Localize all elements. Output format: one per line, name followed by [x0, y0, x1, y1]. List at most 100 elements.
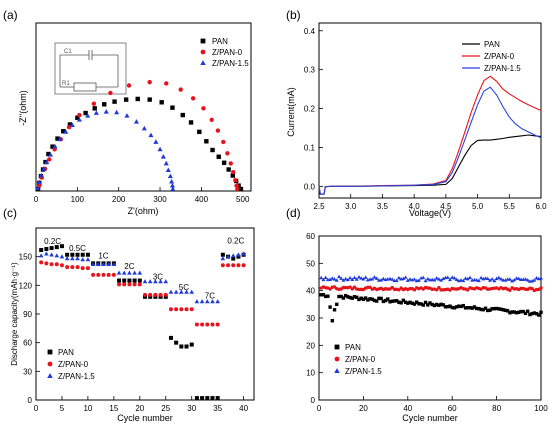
point-a-1-8	[91, 101, 97, 106]
point-c-0-33	[210, 396, 215, 401]
point-d-2-14	[348, 275, 353, 280]
point-c-1-32	[205, 322, 210, 327]
point-c-0-27	[179, 344, 184, 349]
point-d-0-21	[363, 296, 368, 300]
point-d-2-10	[339, 276, 344, 280]
point-c-1-16	[122, 282, 127, 287]
point-d-2-45	[416, 278, 421, 282]
point-d-2-16	[352, 275, 357, 280]
point-d-0-55	[439, 302, 443, 307]
y-tick-label-b-2: 0.2	[304, 105, 316, 114]
x-tick-label-d-1: 20	[359, 404, 368, 413]
point-c-1-21	[148, 292, 153, 297]
x-tick-label-a-1: 100	[71, 195, 85, 204]
point-a-1-12	[164, 81, 169, 86]
point-d-0-71	[474, 306, 479, 311]
point-a-1-9	[108, 90, 113, 96]
rate-label-6: 7C	[205, 292, 215, 301]
point-d-0-85	[506, 309, 510, 313]
point-c-1-33	[210, 322, 215, 327]
point-d-0-91	[519, 309, 523, 314]
point-d-1-67	[466, 288, 470, 292]
point-d-2-24	[370, 276, 375, 281]
point-a-2-23	[165, 167, 171, 173]
point-c-1-37	[231, 263, 236, 268]
point-d-0-19	[359, 296, 363, 300]
point-c-2-4	[59, 254, 65, 259]
legend-marker-d-2	[334, 368, 340, 374]
point-c-1-0	[39, 260, 44, 265]
point-d-0-22	[366, 298, 370, 302]
point-d-2-65	[461, 278, 466, 283]
point-c-2-26	[173, 289, 179, 294]
point-c-1-10	[91, 272, 96, 277]
point-d-0-45	[417, 302, 421, 306]
point-c-2-33	[210, 299, 215, 304]
point-a-0-26	[221, 160, 227, 165]
point-c-1-5	[65, 265, 70, 270]
point-a-0-24	[210, 147, 215, 153]
legend-label-c-0: PAN	[58, 348, 74, 357]
panel-label-c: (c)	[3, 206, 17, 220]
point-d-2-25	[372, 275, 377, 279]
point-d-0-27	[377, 296, 381, 301]
point-d-2-88	[512, 277, 517, 282]
x-tick-label-b-7: 6.0	[535, 202, 547, 211]
y-tick-label-b-1: 0.1	[304, 143, 316, 152]
point-a-2-15	[124, 113, 130, 118]
point-c-0-7	[75, 252, 80, 257]
cv-panel: (b) Voltage(V) Current(mA)	[286, 8, 542, 218]
point-d-0-69	[470, 306, 474, 310]
point-c-0-8	[80, 252, 85, 257]
y-tick-label-c-4: 120	[19, 281, 33, 290]
point-c-0-30	[194, 396, 199, 401]
point-c-1-14	[111, 272, 116, 277]
point-c-1-27	[179, 307, 184, 312]
point-a-1-17	[215, 128, 221, 133]
point-d-2-39	[403, 275, 408, 279]
point-c-0-2	[49, 246, 54, 251]
point-d-2-47	[421, 275, 426, 280]
point-d-2-28	[379, 277, 384, 282]
point-d-0-2	[321, 293, 326, 297]
legend-label-a-0: PAN	[212, 37, 228, 46]
x-tick-label-b-2: 3.5	[377, 202, 389, 211]
point-a-0-18	[159, 100, 164, 105]
inset-label-c1: C1	[64, 49, 72, 55]
point-c-2-29	[189, 289, 195, 294]
y-tick-label-d-4: 40	[306, 287, 315, 296]
point-c-2-14	[111, 261, 117, 267]
point-c-1-9	[85, 266, 90, 271]
point-c-2-24	[163, 279, 169, 284]
cv-line-0	[318, 134, 542, 195]
point-d-0-57	[443, 305, 448, 309]
point-a-2-1	[36, 179, 42, 185]
equivalent-circuit-inset: C1 R1	[54, 42, 127, 95]
point-a-0-19	[170, 105, 175, 110]
point-c-1-12	[101, 272, 106, 277]
point-a-0-31	[238, 186, 243, 192]
point-a-1-18	[221, 139, 226, 145]
point-d-2-72	[476, 278, 481, 283]
point-d-0-100	[539, 310, 543, 314]
point-a-0-14	[112, 99, 117, 104]
point-c-1-18	[132, 282, 137, 287]
point-d-2-1	[319, 275, 324, 280]
point-d-2-55	[439, 278, 444, 282]
point-d-0-35	[395, 299, 399, 303]
point-d-0-23	[368, 297, 372, 301]
y-tick-label-c-5: 150	[19, 253, 33, 262]
point-c-1-23	[158, 292, 163, 297]
point-a-2-10	[76, 117, 82, 122]
point-c-0-16	[122, 278, 127, 283]
point-c-0-28	[184, 344, 189, 349]
point-a-1-21	[231, 169, 236, 175]
point-d-0-87	[510, 310, 514, 314]
point-d-0-7	[332, 308, 337, 312]
point-d-0-34	[392, 299, 397, 303]
point-c-2-38	[236, 252, 241, 257]
point-c-0-29	[189, 342, 194, 347]
point-a-2-6	[52, 144, 58, 149]
point-d-2-9	[337, 274, 341, 279]
